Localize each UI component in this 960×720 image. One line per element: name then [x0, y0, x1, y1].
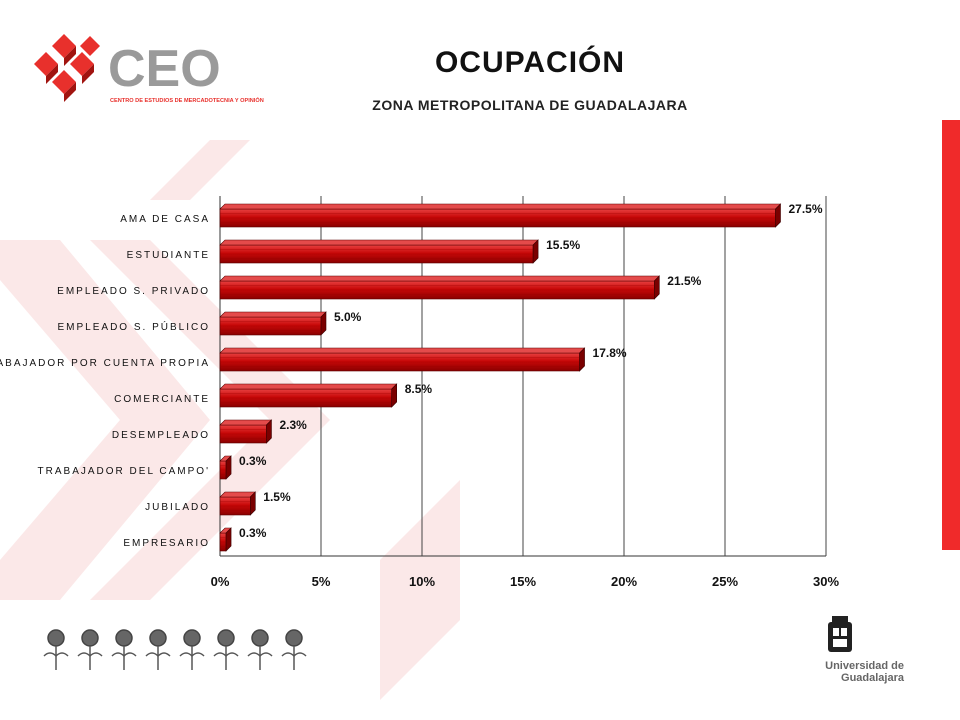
value-label: 21.5% — [667, 274, 701, 288]
bar-top — [219, 419, 273, 426]
page-title: OCUPACIÓN — [434, 46, 626, 79]
value-label: 15.5% — [546, 238, 580, 252]
logo-tagline: CENTRO DE ESTUDIOS DE MERCADOTECNIA Y OP… — [110, 96, 264, 104]
bar-top — [219, 203, 782, 210]
bar — [219, 239, 539, 264]
bar-top — [219, 383, 398, 390]
bar-top — [219, 311, 327, 318]
value-label: 8.5% — [405, 382, 433, 396]
x-tick-labels: 0% 5% 10% 15% 20% 25% 30% — [211, 574, 840, 589]
bar-side — [775, 203, 781, 228]
bars — [219, 203, 782, 552]
bar-side — [391, 383, 398, 408]
flowers-decoration-icon — [43, 629, 307, 670]
value-label: 5.0% — [334, 310, 362, 324]
value-label: 1.5% — [263, 490, 291, 504]
category-label: TRABAJADOR DEL CAMPO' — [38, 466, 210, 477]
flower-leaves — [213, 652, 239, 658]
bar — [219, 311, 327, 336]
flower-head-icon — [149, 629, 167, 647]
category-label: AMA DE CASA — [120, 214, 210, 225]
ceo-logo-mark-icon: CEO CENTRO DE ESTUDIOS DE MERCADOTECNIA … — [34, 34, 264, 104]
bar-side — [266, 419, 272, 444]
value-labels: 27.5% 15.5% 21.5% 5.0% 17.8% 8.5% 2.3% 0.3% 1.5%… — [239, 202, 823, 540]
bar-side — [225, 455, 232, 480]
bar-top — [219, 491, 257, 498]
category-label: EMPLEADO S. PÚBLICO — [58, 320, 210, 333]
x-tick-label: 15% — [510, 574, 536, 589]
category-labels: AMA DE CASA ESTUDIANTE EMPLEADO S. PRIVADO… — [0, 214, 210, 549]
category-label: EMPRESARIO — [123, 538, 210, 549]
bar — [219, 491, 257, 516]
x-tick-label: 5% — [312, 574, 331, 589]
bar-top — [219, 239, 539, 246]
page-subtitle: ZONA METROPOLITANA DE GUADALAJARA — [372, 97, 688, 113]
value-label: 17.8% — [593, 346, 627, 360]
bar-side — [579, 347, 585, 372]
bar — [219, 527, 232, 552]
flower-head-icon — [115, 629, 133, 647]
category-label: EMPLEADO S. PRIVADO — [57, 286, 210, 297]
bar — [219, 275, 661, 300]
bar — [219, 455, 232, 480]
value-label: 27.5% — [789, 202, 823, 216]
bar-top — [219, 275, 661, 282]
flower-leaves — [77, 652, 103, 658]
category-label: ESTUDIANTE — [127, 250, 210, 261]
university-crest-icon — [828, 616, 852, 652]
flower-leaves — [179, 652, 205, 658]
flower-leaves — [43, 652, 69, 658]
value-label: 0.3% — [239, 526, 267, 540]
bar — [219, 383, 398, 408]
category-label: TRABAJADOR POR CUENTA PROPIA — [0, 358, 210, 369]
bar — [219, 203, 782, 228]
x-tick-label: 20% — [611, 574, 637, 589]
category-label: DESEMPLEADO — [112, 430, 210, 441]
bar-side — [225, 527, 232, 552]
flower-head-icon — [285, 629, 303, 647]
flower-leaves — [145, 652, 171, 658]
flower-head-icon — [81, 629, 99, 647]
flower-leaves — [247, 652, 273, 658]
bar-side — [250, 491, 256, 516]
category-label: COMERCIANTE — [114, 394, 210, 405]
bar-side — [320, 311, 327, 336]
category-label: JUBILADO — [145, 502, 210, 513]
flower-head-icon — [183, 629, 201, 647]
flower-head-icon — [47, 629, 65, 647]
x-tick-label: 10% — [409, 574, 435, 589]
x-tick-label: 30% — [813, 574, 839, 589]
bar — [219, 419, 273, 444]
x-tick-label: 25% — [712, 574, 738, 589]
flower-leaves — [281, 652, 307, 658]
bar-side — [653, 275, 660, 300]
bar-top — [219, 347, 586, 354]
accent-side-bar — [942, 120, 960, 550]
value-label: 2.3% — [279, 418, 307, 432]
bar — [219, 347, 586, 372]
flower-head-icon — [251, 629, 269, 647]
flower-head-icon — [217, 629, 235, 647]
logo-name: CEO — [108, 40, 221, 98]
value-label: 0.3% — [239, 454, 267, 468]
bar-side — [532, 239, 539, 264]
x-tick-label: 0% — [211, 574, 230, 589]
ceo-logo: CEO CENTRO DE ESTUDIOS DE MERCADOTECNIA … — [28, 28, 268, 112]
university-name: Universidad de Guadalajara — [825, 660, 904, 684]
flower-leaves — [111, 652, 137, 658]
